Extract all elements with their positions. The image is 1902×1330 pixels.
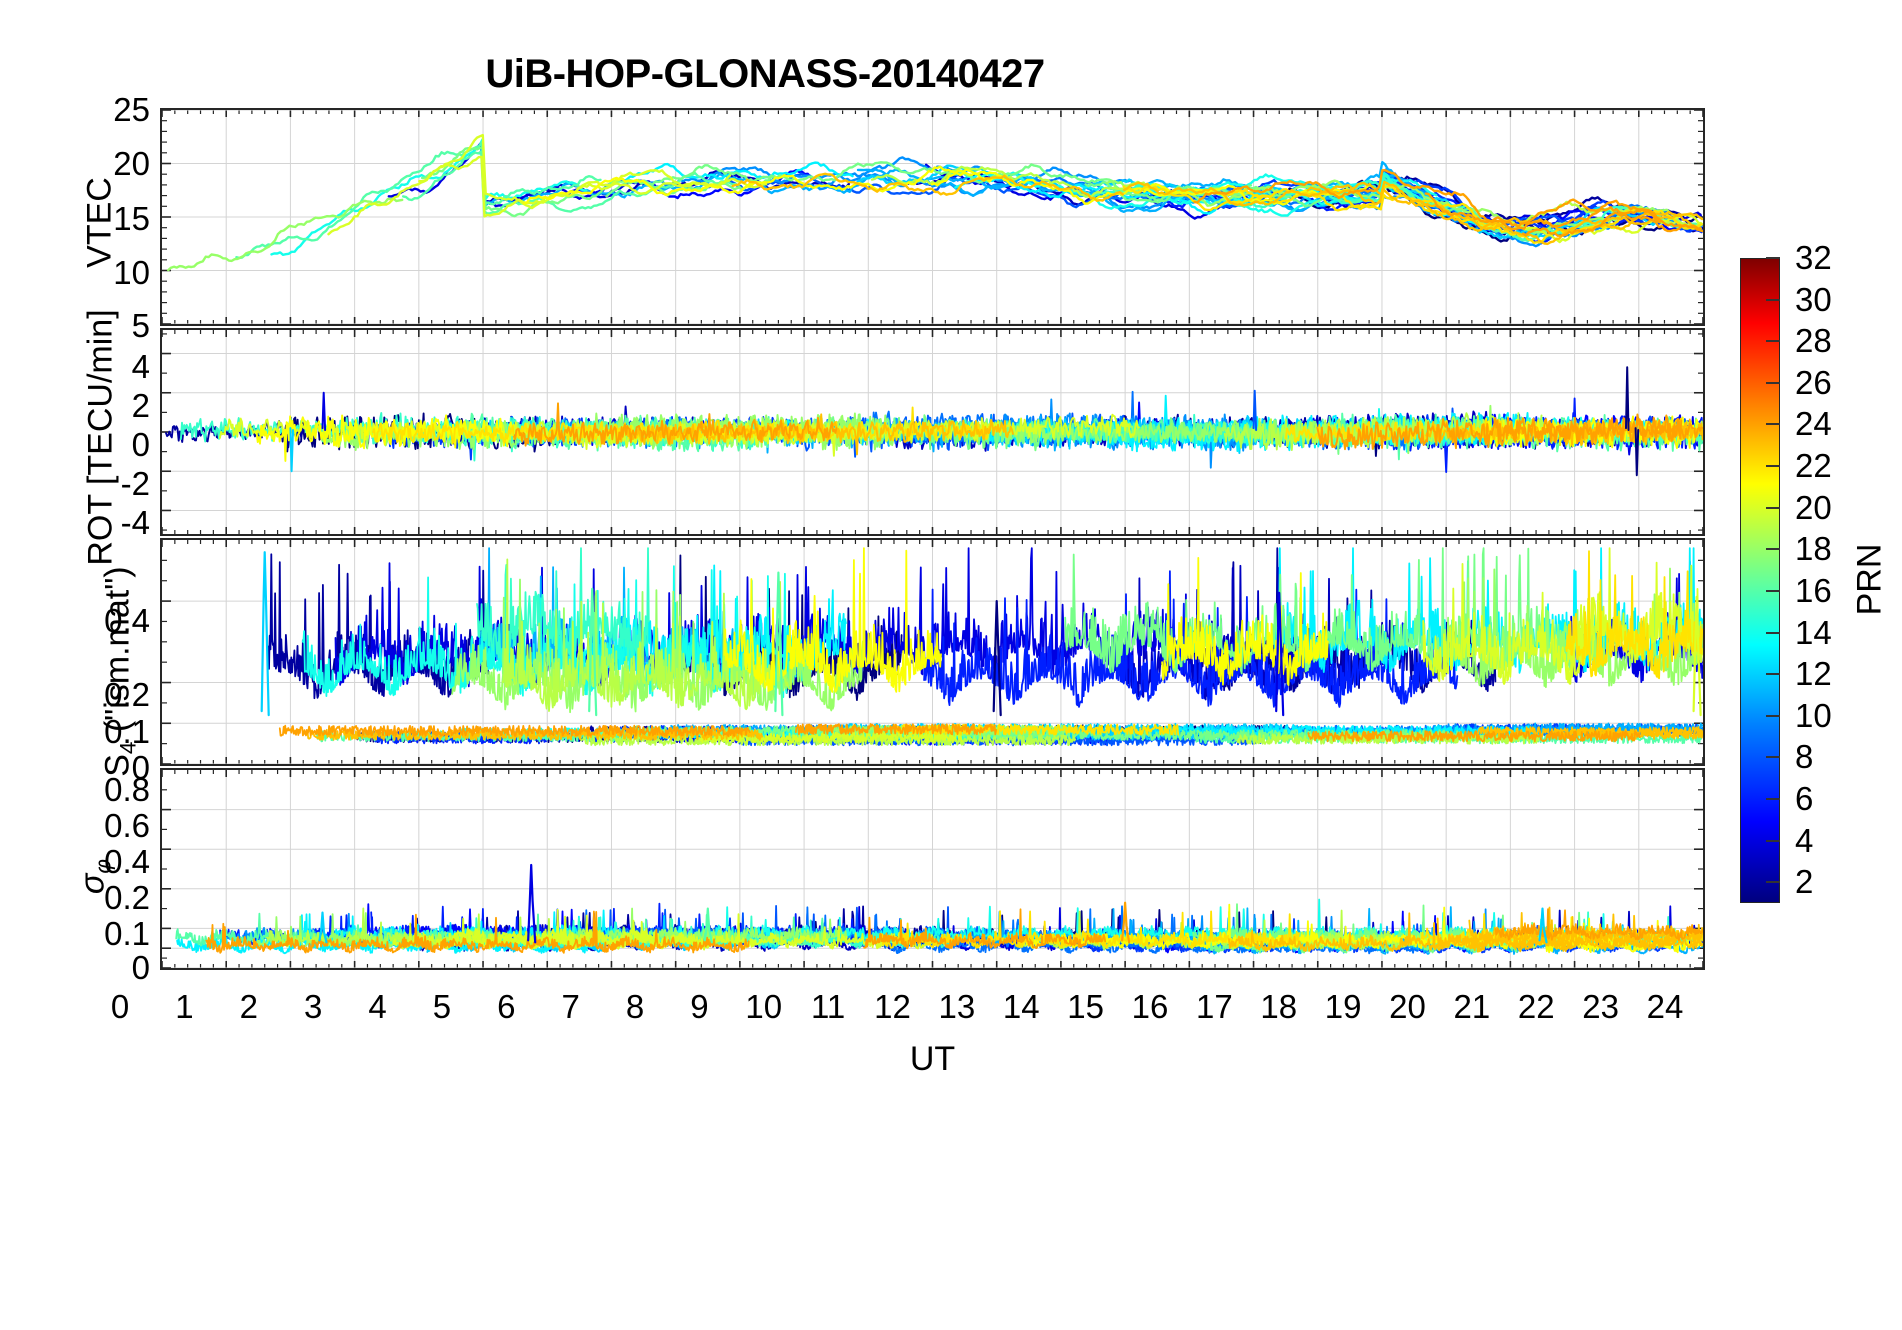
s4-ytick: 0.4 <box>104 602 150 639</box>
colorbar-tick: 6 <box>1795 779 1814 817</box>
colorbar-tick: 2 <box>1795 863 1814 901</box>
panel-vtec <box>160 108 1705 326</box>
sigma-phi-plot-area <box>162 770 1703 968</box>
colorbar-tick-mark <box>1766 631 1780 634</box>
sigma-phi-ytick: 0.8 <box>104 771 150 808</box>
rot-ytick: -4 <box>120 504 150 541</box>
vtec-ytick: 15 <box>113 200 150 237</box>
colorbar-tick-mark <box>1766 589 1780 592</box>
colorbar-tick: 24 <box>1795 405 1832 443</box>
x-axis-tick: 3 <box>303 988 323 1025</box>
colorbar-tick: 22 <box>1795 447 1832 485</box>
colorbar-tick: 30 <box>1795 280 1832 318</box>
colorbar-tick-mark <box>1766 881 1780 884</box>
colorbar-tick: 16 <box>1795 571 1832 609</box>
x-axis-tick: 23 <box>1582 988 1619 1025</box>
x-axis-tick: 20 <box>1389 988 1426 1025</box>
x-axis-tick: 5 <box>432 988 452 1025</box>
colorbar-tick-mark <box>1766 257 1780 259</box>
x-axis-tick: 10 <box>745 988 783 1025</box>
sigma-phi-ytick: 0.4 <box>104 843 150 880</box>
x-axis-tick: 1 <box>175 988 194 1025</box>
x-axis-tick-labels: 0 1 2 3 4 5 6 7 8 9 10 11 12 13 14 15 16 17 18 19 20 21 22 23 24 <box>0 988 1902 1032</box>
colorbar-tick-mark <box>1766 506 1780 509</box>
panel-s4 <box>160 538 1705 766</box>
sigma-phi-ytick: 0.1 <box>104 915 150 952</box>
x-axis-label: UT <box>909 1040 956 1078</box>
vtec-plot-area <box>162 110 1703 324</box>
colorbar-tick-mark <box>1766 423 1780 426</box>
colorbar-tick: 20 <box>1795 488 1832 526</box>
s4-plot-area <box>162 540 1703 764</box>
x-axis-tick: 11 <box>810 988 846 1025</box>
vtec-ytick: 20 <box>113 145 150 182</box>
rot-ytick: 4 <box>131 348 150 385</box>
x-axis-tick: 9 <box>690 988 709 1025</box>
colorbar-tick-mark <box>1766 298 1780 301</box>
colorbar-tick-mark <box>1766 839 1780 842</box>
colorbar-tick-mark <box>1766 465 1780 468</box>
colorbar-tick-mark <box>1766 714 1780 717</box>
x-axis-tick: 12 <box>874 988 911 1025</box>
x-axis-tick: 15 <box>1067 988 1104 1025</box>
colorbar-tick: 4 <box>1795 821 1814 859</box>
sigma-phi-ytick: 0 <box>131 949 150 986</box>
s4-ytick: 0 <box>131 749 150 786</box>
x-axis-tick: 7 <box>561 988 580 1025</box>
s4-ytick: 0.2 <box>104 676 150 713</box>
x-axis-tick: 22 <box>1517 988 1555 1025</box>
colorbar-tick: 26 <box>1795 363 1832 401</box>
rot-ytick: 0 <box>131 426 150 463</box>
vtec-ytick: 10 <box>113 254 150 291</box>
colorbar-tick: 8 <box>1795 738 1814 776</box>
colorbar-tick-mark <box>1766 548 1780 551</box>
sigma-phi-ytick: 0.2 <box>104 879 150 916</box>
colorbar-tick: 14 <box>1795 613 1832 651</box>
x-axis-tick: 4 <box>368 988 387 1025</box>
x-axis-tick: 21 <box>1453 988 1491 1025</box>
x-axis-tick: 8 <box>625 988 645 1025</box>
colorbar-tick: 18 <box>1795 530 1832 568</box>
colorbar-tick-mark <box>1766 340 1780 343</box>
colorbar-tick: 12 <box>1795 655 1832 693</box>
x-axis-tick: 0 <box>110 988 130 1025</box>
rot-ytick: 2 <box>131 387 150 424</box>
x-axis-tick: 18 <box>1260 988 1298 1025</box>
panel-sigma-phi <box>160 768 1705 970</box>
panel-rot <box>160 328 1705 536</box>
vtec-ytick: 5 <box>131 307 150 344</box>
sigma-phi-ytick: 0.6 <box>104 807 150 844</box>
x-axis-tick: 24 <box>1646 988 1684 1025</box>
page-title: UiB-HOP-GLONASS-20140427 <box>485 52 1045 96</box>
colorbar-gradient <box>1741 259 1779 902</box>
colorbar-tick: 32 <box>1795 239 1832 276</box>
colorbar-tick-mark <box>1766 673 1780 676</box>
vtec-ytick: 25 <box>113 91 150 128</box>
s4-ytick: 0.1 <box>104 713 150 750</box>
x-axis-tick: 6 <box>497 988 516 1025</box>
x-axis-tick: 17 <box>1196 988 1233 1025</box>
x-axis-tick: 13 <box>938 988 976 1025</box>
colorbar-tick-mark <box>1766 797 1780 800</box>
colorbar <box>1740 258 1780 903</box>
rot-ytick: -2 <box>120 465 150 502</box>
colorbar-tick-mark <box>1766 381 1780 384</box>
x-axis-tick: 16 <box>1131 988 1169 1025</box>
colorbar-tick-mark <box>1766 756 1780 759</box>
rot-plot-area <box>162 330 1703 534</box>
x-axis-tick: 14 <box>1002 988 1040 1025</box>
colorbar-tick: 10 <box>1795 696 1832 734</box>
x-axis-tick: 19 <box>1324 988 1362 1025</box>
x-axis-tick: 2 <box>239 988 258 1025</box>
colorbar-axis-label: PRN <box>1850 543 1889 616</box>
colorbar-tick: 28 <box>1795 322 1832 360</box>
